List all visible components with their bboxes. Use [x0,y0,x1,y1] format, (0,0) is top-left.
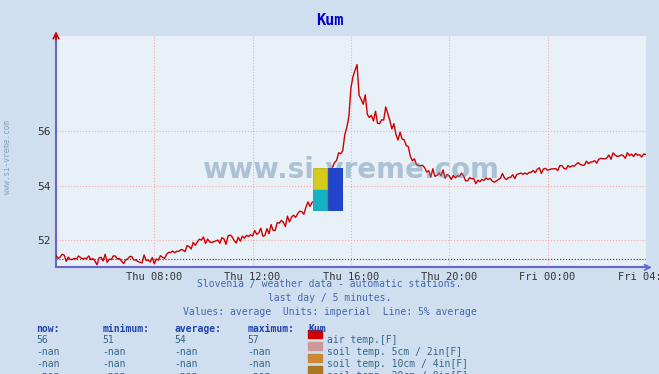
Text: 51: 51 [102,335,114,346]
Text: 56: 56 [36,335,48,346]
Text: average:: average: [175,324,221,334]
Text: air temp.[F]: air temp.[F] [327,335,397,346]
Text: 54: 54 [175,335,186,346]
Text: soil temp. 10cm / 4in[F]: soil temp. 10cm / 4in[F] [327,359,468,370]
Text: -nan: -nan [247,347,271,358]
Polygon shape [313,190,328,211]
Text: -nan: -nan [36,347,60,358]
Polygon shape [313,168,328,190]
Text: Slovenia / weather data - automatic stations.: Slovenia / weather data - automatic stat… [197,279,462,289]
Text: -nan: -nan [247,371,271,374]
Text: -nan: -nan [175,371,198,374]
Text: -nan: -nan [102,359,126,370]
Text: Values: average  Units: imperial  Line: 5% average: Values: average Units: imperial Line: 5%… [183,307,476,317]
Polygon shape [328,168,343,211]
Text: last day / 5 minutes.: last day / 5 minutes. [268,293,391,303]
Text: -nan: -nan [102,371,126,374]
Text: Kum: Kum [308,324,326,334]
Text: soil temp. 20cm / 8in[F]: soil temp. 20cm / 8in[F] [327,371,468,374]
Text: Kum: Kum [316,13,343,28]
Text: maximum:: maximum: [247,324,294,334]
Text: -nan: -nan [36,371,60,374]
Text: -nan: -nan [175,359,198,370]
Text: www.si-vreme.com: www.si-vreme.com [202,156,500,184]
Text: soil temp. 5cm / 2in[F]: soil temp. 5cm / 2in[F] [327,347,462,358]
Text: -nan: -nan [247,359,271,370]
Text: www.si-vreme.com: www.si-vreme.com [3,120,13,194]
Text: now:: now: [36,324,60,334]
Text: -nan: -nan [102,347,126,358]
Polygon shape [313,168,328,211]
Text: -nan: -nan [36,359,60,370]
Text: 57: 57 [247,335,259,346]
Text: minimum:: minimum: [102,324,149,334]
Text: -nan: -nan [175,347,198,358]
